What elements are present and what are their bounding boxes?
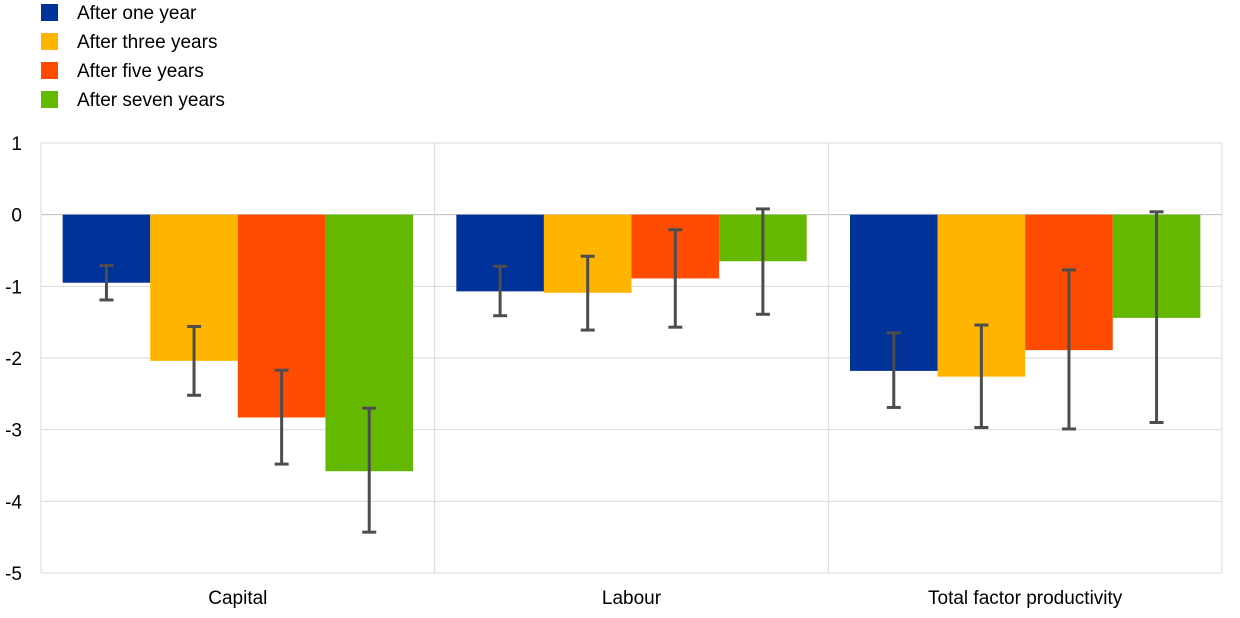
legend-swatch <box>41 62 58 79</box>
y-tick-label: 1 <box>11 134 22 155</box>
x-axis: Capital Labour Total factor productivity <box>208 588 1123 609</box>
legend-label: After three years <box>77 32 217 53</box>
legend-swatch <box>41 33 58 50</box>
category-separators <box>434 143 829 573</box>
error-bars <box>99 207 1164 534</box>
legend-label: After five years <box>77 61 204 82</box>
bars <box>62 214 1201 472</box>
legend: After one year After three years After fiv… <box>41 3 225 111</box>
y-tick-label: -3 <box>5 421 22 442</box>
y-axis: 1 0 -1 -2 -3 -4 -5 <box>5 134 22 585</box>
legend-label: After one year <box>77 3 197 24</box>
x-tick-label: Capital <box>208 588 267 609</box>
legend-swatch <box>41 91 58 108</box>
legend-label: After seven years <box>77 90 225 111</box>
legend-swatch <box>41 4 58 21</box>
x-tick-label: Total factor productivity <box>928 588 1123 609</box>
y-tick-label: -5 <box>5 564 22 585</box>
y-tick-label: 0 <box>11 206 22 227</box>
x-tick-label: Labour <box>602 588 662 609</box>
y-tick-label: -4 <box>5 492 22 513</box>
y-tick-label: -2 <box>5 349 22 370</box>
y-tick-label: -1 <box>5 277 22 298</box>
